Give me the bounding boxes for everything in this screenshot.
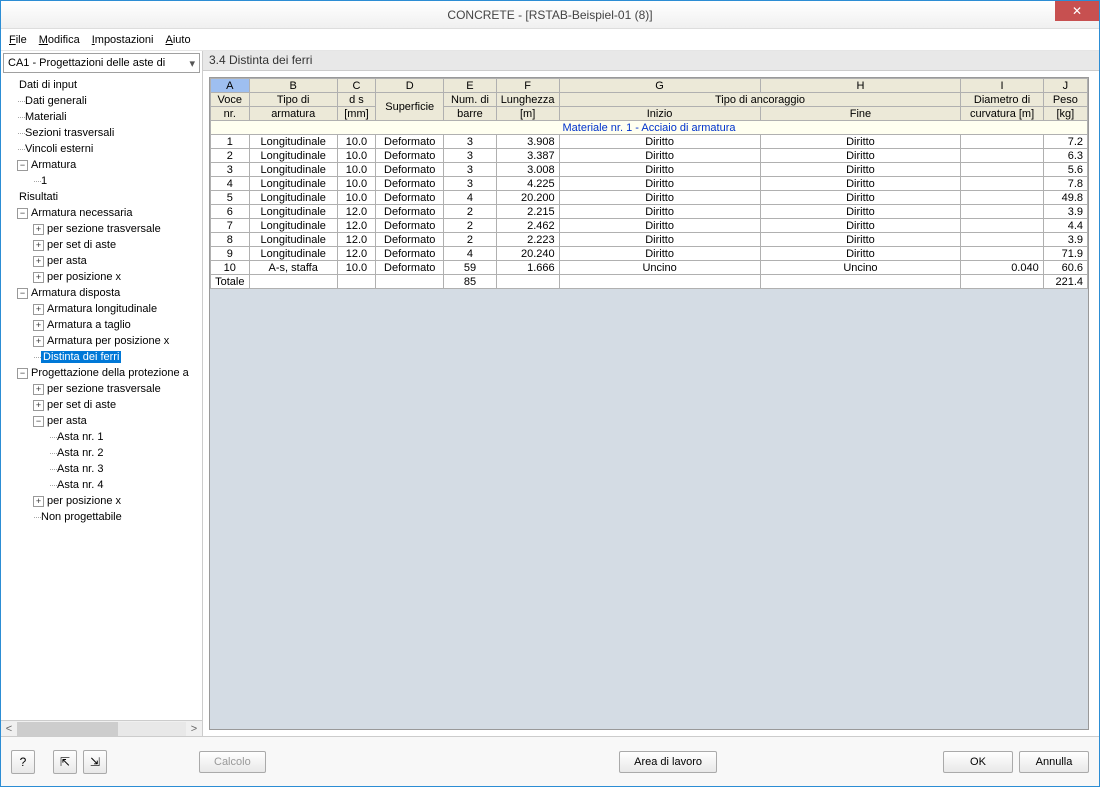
tree-arm-posx[interactable]: +Armatura per posizione x <box>1 333 202 349</box>
sidebar: CA1 - Progettazioni delle aste di Dati d… <box>1 51 203 736</box>
grid-wrap: A B C D E F G H I J Voce Tipo di d <box>209 77 1089 730</box>
titlebar: CONCRETE - [RSTAB-Beispiel-01 (8)] ✕ <box>1 1 1099 29</box>
tree-prog-protezione[interactable]: −Progettazione della protezione a <box>1 365 202 381</box>
totale-row: Totale85221.4 <box>211 275 1088 289</box>
tree-hscroll[interactable]: <> <box>1 720 202 736</box>
table-row[interactable]: 10A-s, staffa10.0Deformato591.666UncinoU… <box>211 261 1088 275</box>
menu-impostazioni[interactable]: Impostazioni <box>92 34 154 46</box>
tree: Dati di input ····Dati generali ····Mate… <box>1 75 202 720</box>
tree-armatura-1[interactable]: ····1 <box>1 173 202 189</box>
material-row: Materiale nr. 1 - Acciaio di armatura <box>211 121 1088 135</box>
tree-per-pos-x[interactable]: +per posizione x <box>1 269 202 285</box>
case-dropdown[interactable]: CA1 - Progettazioni delle aste di <box>3 53 200 73</box>
menu-file[interactable]: File <box>9 34 27 46</box>
table-row[interactable]: 3Longitudinale10.0Deformato33.008Diritto… <box>211 163 1088 177</box>
tree-arm-disposta[interactable]: −Armatura disposta <box>1 285 202 301</box>
table-row[interactable]: 9Longitudinale12.0Deformato420.240Diritt… <box>211 247 1088 261</box>
dropdown-value: CA1 - Progettazioni delle aste di <box>8 57 165 69</box>
tree-non-prog[interactable]: ····Non progettabile <box>1 509 202 525</box>
annulla-button[interactable]: Annulla <box>1019 751 1089 773</box>
tree-materiali[interactable]: ····Materiali <box>1 109 202 125</box>
col-A[interactable]: A <box>211 79 250 93</box>
table-row[interactable]: 8Longitudinale12.0Deformato22.223Diritto… <box>211 233 1088 247</box>
tree-asta-4[interactable]: ····Asta nr. 4 <box>1 477 202 493</box>
help-button[interactable]: ? <box>11 750 35 774</box>
tree-sezioni[interactable]: ····Sezioni trasversali <box>1 125 202 141</box>
col-F[interactable]: F <box>496 79 559 93</box>
tree-per-asta[interactable]: +per asta <box>1 253 202 269</box>
col-E[interactable]: E <box>444 79 496 93</box>
tree-per-set[interactable]: +per set di aste <box>1 237 202 253</box>
table-row[interactable]: 7Longitudinale12.0Deformato22.462Diritto… <box>211 219 1088 233</box>
col-B[interactable]: B <box>249 79 337 93</box>
table-row[interactable]: 2Longitudinale10.0Deformato33.387Diritto… <box>211 149 1088 163</box>
table-row[interactable]: 4Longitudinale10.0Deformato34.225Diritto… <box>211 177 1088 191</box>
col-C[interactable]: C <box>337 79 375 93</box>
tree-risultati[interactable]: Risultati <box>1 189 202 205</box>
tree-asta-2[interactable]: ····Asta nr. 2 <box>1 445 202 461</box>
tree-dati-generali[interactable]: ····Dati generali <box>1 93 202 109</box>
table-row[interactable]: 5Longitudinale10.0Deformato420.200Diritt… <box>211 191 1088 205</box>
tree-vincoli[interactable]: ····Vincoli esterni <box>1 141 202 157</box>
panel-title: 3.4 Distinta dei ferri <box>203 51 1099 71</box>
tree-per-sezione[interactable]: +per sezione trasversale <box>1 221 202 237</box>
main-panel: 3.4 Distinta dei ferri A B C D E F <box>203 51 1099 736</box>
tree-prot-sezione[interactable]: +per sezione trasversale <box>1 381 202 397</box>
menubar: File Modifica Impostazioni Aiuto <box>1 29 1099 51</box>
col-I[interactable]: I <box>961 79 1043 93</box>
tree-distinta-ferri[interactable]: ····Distinta dei ferri <box>1 349 202 365</box>
col-J[interactable]: J <box>1043 79 1087 93</box>
close-button[interactable]: ✕ <box>1055 1 1099 21</box>
tree-asta-3[interactable]: ····Asta nr. 3 <box>1 461 202 477</box>
col-G[interactable]: G <box>559 79 760 93</box>
menu-modifica[interactable]: Modifica <box>39 34 80 46</box>
ok-button[interactable]: OK <box>943 751 1013 773</box>
tree-arm-long[interactable]: +Armatura longitudinale <box>1 301 202 317</box>
col-H[interactable]: H <box>760 79 961 93</box>
tree-arm-taglio[interactable]: +Armatura a taglio <box>1 317 202 333</box>
export-button-1[interactable]: ⇱ <box>53 750 77 774</box>
tree-prot-set[interactable]: +per set di aste <box>1 397 202 413</box>
tree-arm-necessaria[interactable]: −Armatura necessaria <box>1 205 202 221</box>
bottombar: ? ⇱ ⇲ Calcolo Area di lavoro OK Annulla <box>1 736 1099 786</box>
tree-armatura[interactable]: −Armatura <box>1 157 202 173</box>
tree-prot-asta[interactable]: −per asta <box>1 413 202 429</box>
tree-prot-posx[interactable]: +per posizione x <box>1 493 202 509</box>
table-row[interactable]: 1Longitudinale10.0Deformato33.908Diritto… <box>211 135 1088 149</box>
calcolo-button[interactable]: Calcolo <box>199 751 266 773</box>
col-D[interactable]: D <box>376 79 444 93</box>
table-row[interactable]: 6Longitudinale12.0Deformato22.215Diritto… <box>211 205 1088 219</box>
window-title: CONCRETE - [RSTAB-Beispiel-01 (8)] <box>447 8 652 22</box>
menu-aiuto[interactable]: Aiuto <box>165 34 190 46</box>
export-button-2[interactable]: ⇲ <box>83 750 107 774</box>
tree-dati-input[interactable]: Dati di input <box>1 77 202 93</box>
area-lavoro-button[interactable]: Area di lavoro <box>619 751 717 773</box>
tree-asta-1[interactable]: ····Asta nr. 1 <box>1 429 202 445</box>
data-grid[interactable]: A B C D E F G H I J Voce Tipo di d <box>210 78 1088 289</box>
